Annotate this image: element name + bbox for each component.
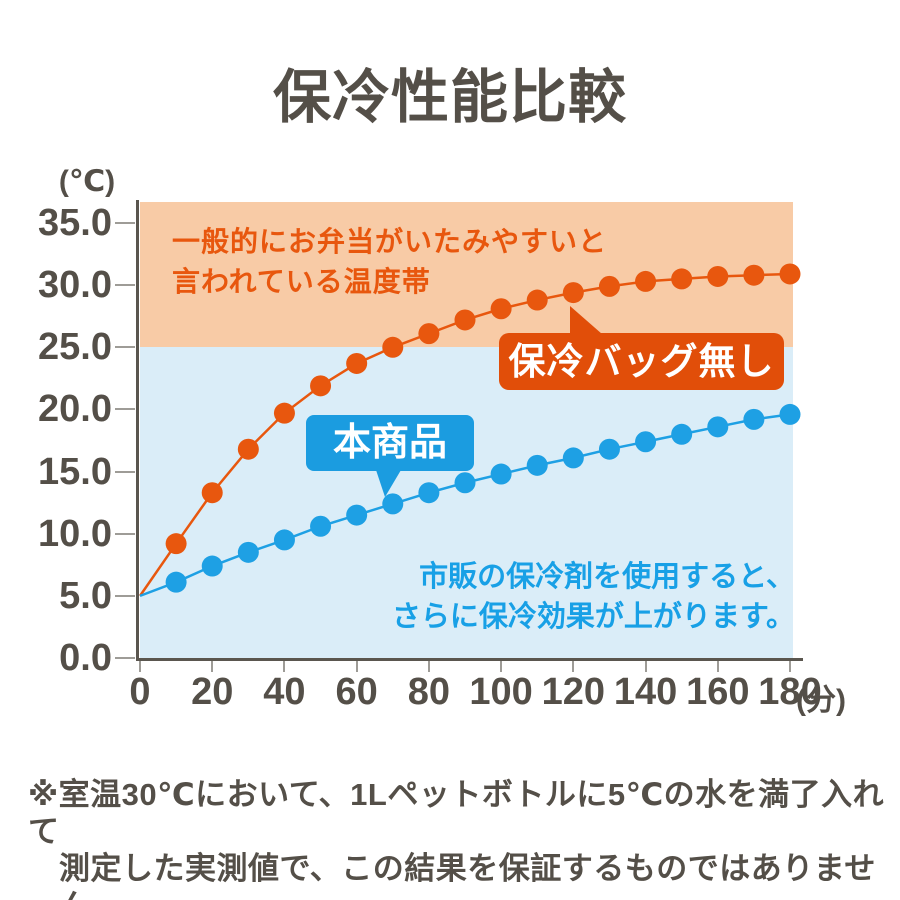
ice-pack-note-line2: さらに保冷効果が上がります。 xyxy=(391,601,795,633)
y-tick xyxy=(115,532,135,535)
page-title: 保冷性能比較 xyxy=(272,65,627,130)
product-data-point xyxy=(635,431,657,453)
x-tick-label: 80 xyxy=(407,671,451,713)
x-tick xyxy=(644,661,647,672)
y-tick-label: 5.0 xyxy=(59,574,112,617)
product-data-point xyxy=(165,571,187,593)
product-data-point xyxy=(707,416,729,438)
x-tick-label: 40 xyxy=(263,671,306,713)
product-data-point xyxy=(598,438,620,460)
y-tick-label: 0.0 xyxy=(59,637,112,679)
product-data-point xyxy=(382,493,404,515)
product-series-callout: 本商品 xyxy=(306,415,474,497)
callout-tail-up xyxy=(570,306,602,334)
product-data-point xyxy=(671,423,693,445)
x-tick-label: 100 xyxy=(469,671,533,713)
x-tick xyxy=(211,661,214,672)
x-tick-label: 140 xyxy=(613,671,678,713)
y-tick xyxy=(115,222,135,224)
y-tick xyxy=(115,346,135,349)
y-tick xyxy=(115,657,135,659)
footnote-line1: ※室温30℃において、1Lペットボトルに5℃の水を満了入れて xyxy=(28,777,885,849)
x-tick-label: 20 xyxy=(191,671,234,713)
no_bag-data-point xyxy=(743,264,765,286)
product-data-point xyxy=(237,541,259,563)
x-tick xyxy=(572,661,575,672)
x-tick xyxy=(716,661,719,672)
no_bag-data-point xyxy=(779,263,801,285)
no_bag-data-point xyxy=(671,268,693,290)
x-tick-label: 0 xyxy=(129,671,151,713)
x-tick-label: 180 xyxy=(758,671,822,713)
warm-zone-note-line1: 一般的にお弁当がいたみやすいと xyxy=(172,226,608,257)
no_bag-data-point xyxy=(382,336,404,358)
x-axis-unit-label: (分) xyxy=(796,684,846,717)
product-data-point xyxy=(526,454,548,476)
y-tick-label: 20.0 xyxy=(38,388,112,431)
no_bag-data-point xyxy=(562,282,584,304)
x-tick-label: 60 xyxy=(335,671,378,713)
no-bag-series-label: 保冷バッグ無し xyxy=(508,341,775,382)
y-tick xyxy=(115,408,135,411)
no_bag-data-point xyxy=(273,402,295,424)
product-data-point xyxy=(346,504,368,526)
callout-tail-down xyxy=(376,470,401,497)
footnote-line2: 測定した実測値で、この結果を保証するものではありません。 xyxy=(59,851,876,900)
product-series-label: 本商品 xyxy=(332,422,447,464)
no_bag-data-point xyxy=(201,482,223,504)
footnote: ※室温30℃において、1Lペットボトルに5℃の水を満了入れて 測定した実測値で、… xyxy=(28,776,888,900)
x-tick xyxy=(283,661,286,672)
product-data-point xyxy=(418,482,440,504)
y-tick-label: 30.0 xyxy=(38,264,112,307)
product-data-point xyxy=(743,408,765,430)
no_bag-data-point xyxy=(237,438,259,460)
y-tick-label: 25.0 xyxy=(38,326,112,369)
ice-pack-note: 市販の保冷剤を使用すると、 さらに保冷効果が上がります。 xyxy=(375,557,795,637)
no_bag-data-point xyxy=(490,298,512,320)
product-data-point xyxy=(310,515,332,537)
no_bag-data-point xyxy=(310,375,332,397)
ice-pack-note-line1: 市販の保冷剤を使用すると、 xyxy=(419,561,795,593)
no_bag-data-point xyxy=(346,352,368,374)
x-tick xyxy=(139,661,141,672)
warm-zone-note-line2: 言われている温度帯 xyxy=(172,266,431,297)
x-tick xyxy=(500,661,503,672)
x-tick-label: 120 xyxy=(541,671,606,713)
y-tick xyxy=(115,284,135,287)
product-data-point xyxy=(273,529,295,551)
no_bag-data-point xyxy=(418,323,440,345)
y-tick-label: 15.0 xyxy=(38,450,112,493)
y-tick xyxy=(115,594,135,597)
y-tick-label: 10.0 xyxy=(38,512,112,555)
product-data-point xyxy=(201,555,223,577)
y-axis-line xyxy=(136,200,139,661)
product-data-point xyxy=(454,472,476,494)
product-data-point xyxy=(562,447,584,469)
no_bag-data-point xyxy=(454,309,476,331)
no_bag-data-point xyxy=(635,270,657,292)
x-tick xyxy=(789,661,791,672)
x-axis-line xyxy=(136,658,803,661)
cool-zone-band xyxy=(140,347,793,658)
warm-zone-note: 一般的にお弁当がいたみやすいと 言われている温度帯 xyxy=(172,222,607,302)
no_bag-data-point xyxy=(707,265,729,287)
product-data-point xyxy=(490,463,512,485)
x-tick xyxy=(427,661,430,672)
x-tick-label: 160 xyxy=(686,671,750,713)
y-tick xyxy=(115,470,135,473)
no-bag-series-callout: 保冷バッグ無し xyxy=(499,306,784,390)
y-axis-unit-label: (℃) xyxy=(58,165,116,198)
product-data-point xyxy=(779,403,801,425)
x-tick xyxy=(355,661,358,672)
no_bag-data-point xyxy=(165,533,187,555)
y-tick-label: 35.0 xyxy=(38,202,112,244)
no_bag-data-point xyxy=(526,289,548,311)
no_bag-data-point xyxy=(598,275,620,297)
